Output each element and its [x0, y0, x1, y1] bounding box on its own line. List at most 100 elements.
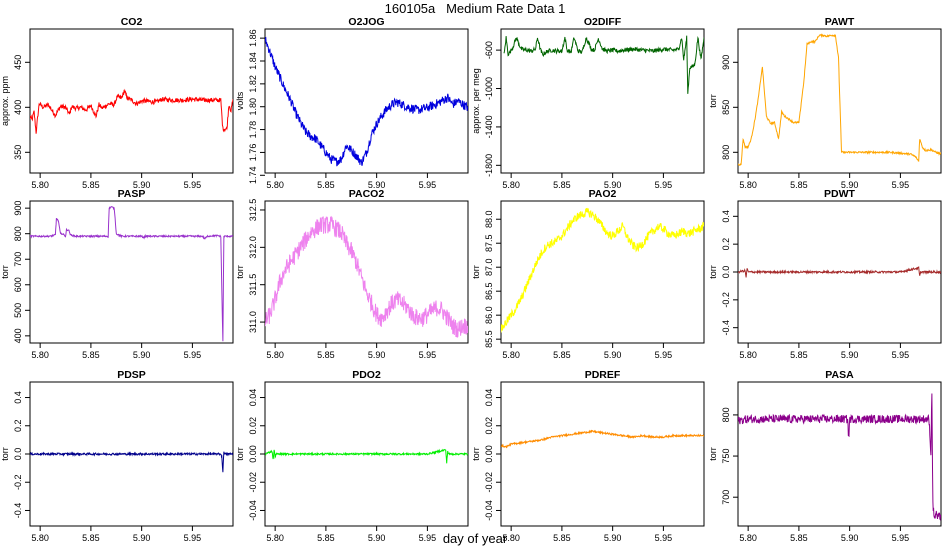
x-tick-label-pawt: 5.90 — [841, 180, 859, 190]
x-tick-label-pdref: 5.85 — [553, 533, 571, 543]
panel-title-pao2: PAO2 — [589, 188, 617, 200]
y-tick-label-pawt: 800 — [721, 145, 731, 160]
x-tick-label-pdsp: 5.85 — [82, 533, 100, 543]
y-tick-label-pdo2: 0.02 — [248, 417, 258, 435]
y-tick-label-pdwt: 0.4 — [721, 210, 731, 223]
y-tick-label-pasa: 700 — [721, 490, 731, 505]
panel-title-pdwt: PDWT — [824, 188, 855, 200]
plot-frame-pao2 — [500, 200, 705, 344]
y-tick-label-pdo2: -0.04 — [248, 500, 258, 521]
panel-pasp: PASP 5.80 5.85 5.90 5.95 400 500 600 700 800 900 to… — [0, 188, 234, 360]
y-tick-label-pao2: 87.0 — [484, 258, 494, 276]
y-tick-label-pao2: 86.5 — [484, 282, 494, 300]
series-line-pdref — [501, 429, 704, 449]
y-tick-label-pdref: 0.04 — [484, 389, 494, 407]
x-tick-label-pao2: 5.95 — [655, 350, 673, 360]
panel-title-pawt: PAWT — [825, 16, 855, 28]
x-tick-label-co2: 5.90 — [133, 180, 151, 190]
panel-pdo2: PDO2 5.80 5.85 5.90 5.95 -0.04 -0.02 0.00 0.02 0.… — [235, 369, 469, 543]
x-tick-label-pdsp: 5.95 — [184, 533, 202, 543]
y-tick-label-o2jog: 1.80 — [248, 98, 258, 116]
panel-pdref: PDREF 5.80 5.85 5.90 5.95 -0.04 -0.02 0.00 0.02 0… — [471, 369, 705, 543]
x-tick-label-pdo2: 5.90 — [368, 533, 386, 543]
x-tick-label-pdwt: 5.85 — [790, 350, 808, 360]
x-tick-label-pdwt: 5.90 — [841, 350, 859, 360]
y-tick-label-pdref: 0.00 — [484, 445, 494, 463]
x-tick-label-pao2: 5.90 — [604, 350, 622, 360]
x-tick-label-o2jog: 5.85 — [317, 180, 335, 190]
y-tick-label-pao2: 87.5 — [484, 234, 494, 252]
x-tick-label-pawt: 5.80 — [739, 180, 757, 190]
y-tick-label-pdsp: 0.0 — [13, 448, 23, 461]
series-line-o2diff — [503, 35, 704, 94]
y-axis-label-pasp: torr — [0, 265, 10, 279]
panel-title-pasp: PASP — [118, 188, 146, 200]
y-tick-label-pasa: 800 — [721, 407, 731, 422]
x-tick-label-o2jog: 5.95 — [419, 180, 437, 190]
x-tick-label-pasa: 5.85 — [790, 533, 808, 543]
y-tick-label-co2: 350 — [13, 145, 23, 160]
y-axis-label-paco2: torr — [235, 265, 245, 279]
x-tick-label-pdref: 5.80 — [502, 533, 520, 543]
x-tick-label-o2diff: 5.95 — [655, 180, 673, 190]
y-tick-label-o2diff: -1400 — [484, 115, 494, 138]
y-tick-label-pdwt: -0.2 — [721, 292, 731, 308]
x-tick-label-pasa: 5.80 — [739, 533, 757, 543]
y-tick-label-pao2: 85.5 — [484, 330, 494, 348]
series-line-o2jog — [265, 36, 468, 167]
y-tick-label-pdo2: 0.00 — [248, 445, 258, 463]
y-tick-label-o2jog: 1.78 — [248, 121, 258, 139]
x-tick-label-pdsp: 5.90 — [133, 533, 151, 543]
panel-title-o2diff: O2DIFF — [584, 16, 622, 28]
y-axis-label-pawt: torr — [708, 94, 718, 108]
y-tick-label-co2: 450 — [13, 55, 23, 70]
y-tick-label-o2jog: 1.84 — [248, 52, 258, 70]
y-tick-label-pdref: -0.04 — [484, 500, 494, 521]
x-tick-label-pasp: 5.95 — [184, 350, 202, 360]
x-tick-label-paco2: 5.95 — [419, 350, 437, 360]
y-tick-label-pao2: 86.0 — [484, 306, 494, 324]
y-tick-label-pdwt: 0.0 — [721, 266, 731, 279]
panel-o2diff: O2DIFF 5.80 5.85 5.90 5.95 -1800 -1400 -1000 -60… — [471, 16, 705, 190]
y-tick-label-pasp: 400 — [13, 328, 23, 343]
x-tick-label-pdsp: 5.80 — [31, 533, 49, 543]
y-tick-label-pdref: -0.02 — [484, 472, 494, 493]
x-tick-label-pawt: 5.95 — [892, 180, 910, 190]
panel-title-pdref: PDREF — [585, 369, 621, 381]
series-line-pdwt — [738, 266, 941, 278]
panel-title-co2: CO2 — [121, 16, 143, 28]
series-line-pasa — [738, 393, 941, 521]
series-line-pawt — [738, 33, 941, 166]
panel-pawt: PAWT 5.80 5.85 5.90 5.95 800 850 900 torr — [708, 16, 942, 190]
x-tick-label-o2diff: 5.80 — [502, 180, 520, 190]
x-tick-label-pdo2: 5.95 — [419, 533, 437, 543]
y-tick-label-pdref: 0.02 — [484, 417, 494, 435]
series-line-pasp — [30, 205, 233, 342]
y-tick-label-o2diff: -600 — [484, 41, 494, 59]
y-axis-label-pdwt: torr — [708, 265, 718, 279]
y-tick-label-pasp: 900 — [13, 201, 23, 216]
x-tick-label-pdwt: 5.80 — [739, 350, 757, 360]
y-tick-label-pawt: 900 — [721, 55, 731, 70]
y-tick-label-paco2: 312.5 — [248, 199, 258, 222]
x-tick-label-o2jog: 5.90 — [368, 180, 386, 190]
y-tick-label-pdsp: -0.2 — [13, 474, 23, 490]
y-tick-label-o2jog: 1.76 — [248, 144, 258, 162]
x-tick-label-pdo2: 5.80 — [266, 533, 284, 543]
y-axis-label-pdsp: torr — [0, 447, 10, 461]
x-tick-label-pasp: 5.80 — [31, 350, 49, 360]
x-tick-label-pdref: 5.90 — [604, 533, 622, 543]
y-tick-label-pdwt: -0.4 — [721, 320, 731, 336]
y-tick-label-paco2: 311.0 — [248, 311, 258, 333]
panel-pdsp: PDSP 5.80 5.85 5.90 5.95 -0.4 -0.2 0.0 0.2 0.4 tor… — [0, 369, 234, 543]
series-line-paco2 — [265, 215, 468, 338]
series-line-pao2 — [501, 207, 704, 333]
x-tick-label-paco2: 5.80 — [266, 350, 284, 360]
figure-title: 160105a Medium Rate Data 1 — [384, 1, 566, 16]
y-tick-label-pasp: 500 — [13, 303, 23, 318]
y-tick-label-co2: 400 — [13, 100, 23, 115]
x-tick-label-pasa: 5.95 — [892, 533, 910, 543]
panel-title-paco2: PACO2 — [349, 188, 385, 200]
x-tick-label-pasp: 5.90 — [133, 350, 151, 360]
